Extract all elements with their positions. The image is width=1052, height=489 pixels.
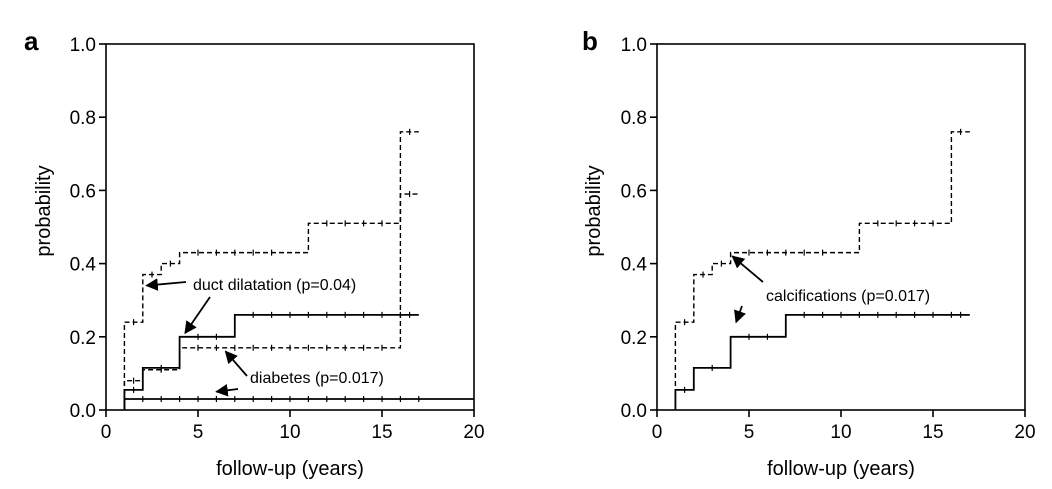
panel-b: b probability follow-up (years) 0.00.20.… — [582, 26, 1036, 480]
annotation-arrow — [184, 296, 211, 335]
annotation-arrow — [145, 278, 187, 291]
series-diabetes-absent-line — [123, 398, 474, 410]
y-tick-label: 1.0 — [70, 35, 96, 56]
y-tick-label: 0.6 — [621, 181, 647, 202]
diabetes-annotation: diabetes (p=0.017) — [250, 370, 384, 387]
calcifications-annotation: calcifications (p=0.017) — [766, 288, 930, 305]
annotation-arrow — [731, 255, 764, 283]
panel-b-annotations: calcifications (p=0.017) — [731, 255, 930, 324]
y-tick-label: 1.0 — [621, 35, 647, 56]
x-tick-label: 15 — [922, 422, 943, 443]
panel-b-y-axis-label: probability — [583, 165, 605, 256]
panel-a-x-axis-label: follow-up (years) — [216, 458, 364, 480]
panel-a-plot-area: 0.0 0.2 0.4 0.6 0.8 1.0 0 5 10 15 20 — [70, 35, 485, 443]
panel-a-frame — [105, 43, 475, 411]
y-tick-label: 0.2 — [621, 328, 647, 349]
x-tick-label: 20 — [463, 422, 484, 443]
panel-b-letter: b — [582, 26, 598, 56]
panel-b-plot-area: 0.0 0.2 0.4 0.6 0.8 1.0 0 5 10 15 20 — [621, 35, 1036, 443]
y-tick-label: 0.8 — [621, 108, 647, 129]
x-tick-label: 0 — [652, 422, 663, 443]
x-tick-label: 20 — [1014, 422, 1035, 443]
y-tick-label: 0.4 — [70, 255, 97, 276]
x-tick-label: 5 — [193, 422, 204, 443]
series-duct-dilatation-absent-line — [123, 193, 419, 410]
panel-a-letter: a — [24, 26, 39, 56]
y-tick-label: 0.4 — [621, 255, 648, 276]
y-tick-label: 0.8 — [70, 108, 96, 129]
panel-b-x-axis-label: follow-up (years) — [767, 458, 915, 480]
panel-a: a probability follow-up (years) 0.00.20.… — [24, 26, 485, 480]
y-tick-label: 0.0 — [70, 401, 96, 422]
panel-a-annotations: duct dilatation (p=0.04) diabetes (p=0.0… — [145, 277, 384, 397]
y-tick-label: 0.2 — [70, 328, 96, 349]
series-diabetes-present-line — [123, 313, 419, 410]
series-calcifications-absent-line — [674, 313, 970, 410]
x-tick-label: 10 — [830, 422, 851, 443]
panel-b-frame — [656, 43, 1026, 411]
x-tick-label: 10 — [279, 422, 300, 443]
annotation-arrow — [224, 350, 248, 377]
panel-a-y-axis-label: probability — [33, 165, 55, 256]
annotation-arrow — [734, 305, 746, 324]
series-duct-dilatation-present-line — [123, 131, 419, 410]
y-tick-label: 0.6 — [70, 181, 96, 202]
x-tick-label: 5 — [744, 422, 755, 443]
x-tick-label: 0 — [101, 422, 112, 443]
series-calcifications-present-line — [674, 131, 970, 410]
annotation-arrow — [215, 384, 239, 397]
x-tick-label: 15 — [371, 422, 392, 443]
duct-dilatation-annotation: duct dilatation (p=0.04) — [193, 277, 356, 294]
y-tick-label: 0.0 — [621, 401, 647, 422]
